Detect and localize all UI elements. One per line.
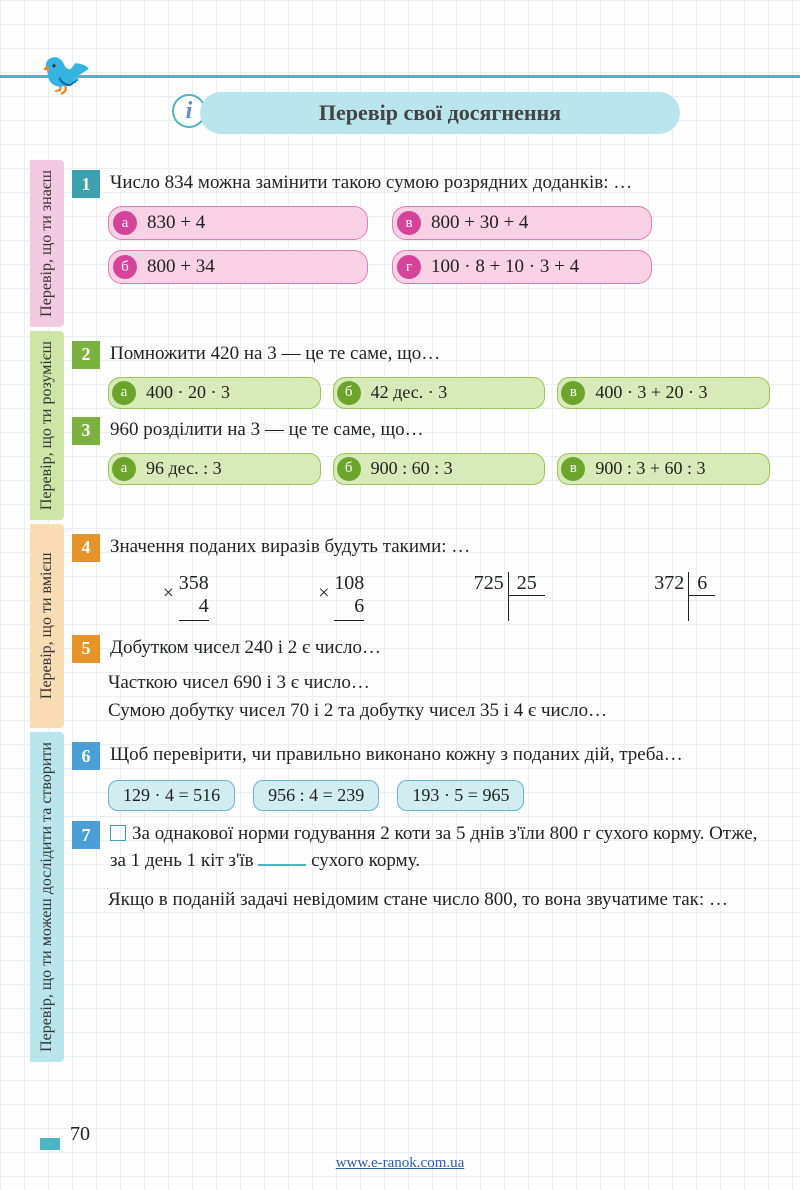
tab-understand: Перевір, що ти розумієш (30, 331, 64, 520)
div-2: 3726 (654, 572, 715, 621)
option-3a-value: 96 дес. : 3 (146, 458, 222, 479)
task-number-3: 3 (72, 417, 100, 445)
content: Перевір, що ти знаєш 1 Число 834 можна з… (30, 160, 770, 1062)
badge-3a: а (112, 457, 136, 481)
badge-v: в (397, 211, 421, 235)
equation-3: 193 · 5 = 965 (397, 780, 524, 811)
option-3b-value: 900 : 60 : 3 (371, 458, 453, 479)
tab-explore: Перевір, що ти можеш дослідити та створи… (30, 732, 64, 1062)
task-2-text: Помножити 420 на 3 — це те саме, що… (110, 341, 770, 368)
header-rule (0, 75, 800, 78)
math-expressions: ×3584 ×1086 72525 3726 (108, 572, 770, 621)
option-2b-value: 42 дес. · 3 (371, 382, 448, 403)
option-3c-value: 900 : 3 + 60 : 3 (595, 458, 705, 479)
task-number-5: 5 (72, 635, 100, 663)
badge-2b: б (337, 381, 361, 405)
task-7-p2: Якщо в поданій задачі невідомим стане чи… (108, 886, 770, 914)
option-2a[interactable]: а 400 · 20 · 3 (108, 377, 321, 409)
badge-3b: б (337, 457, 361, 481)
page-title: Перевір свої досягнення (200, 92, 680, 134)
option-3c[interactable]: в 900 : 3 + 60 : 3 (557, 453, 770, 485)
task-4-text: Значення поданих виразів будуть такими: … (110, 534, 770, 561)
mult-1: ×3584 (163, 572, 209, 621)
equation-2: 956 : 4 = 239 (253, 780, 379, 811)
option-1b-value: 800 + 34 (147, 256, 215, 278)
task-number-7: 7 (72, 821, 100, 849)
option-2c[interactable]: в 400 · 3 + 20 · 3 (557, 377, 770, 409)
equation-1: 129 · 4 = 516 (108, 780, 235, 811)
bird-illustration: 🐦 (40, 50, 92, 99)
footer-link[interactable]: www.e-ranok.com.ua (0, 1155, 800, 1172)
badge-a: а (113, 211, 137, 235)
div-1: 72525 (474, 572, 545, 621)
task-5-line1: Добутком чисел 240 і 2 є число… (110, 635, 770, 662)
option-3a[interactable]: а 96 дес. : 3 (108, 453, 321, 485)
option-1a-value: 830 + 4 (147, 212, 205, 234)
option-1c[interactable]: в 800 + 30 + 4 (392, 206, 652, 240)
option-3b[interactable]: б 900 : 60 : 3 (333, 453, 546, 485)
task-number-1: 1 (72, 170, 100, 198)
task-1-text: Число 834 можна замінити такою сумою роз… (110, 170, 770, 197)
task-5-line3: Сумою добутку чисел 70 і 2 та добутку чи… (108, 697, 770, 725)
badge-2c: в (561, 381, 585, 405)
blank-fill[interactable] (258, 864, 306, 866)
badge-2a: а (112, 381, 136, 405)
option-2a-value: 400 · 20 · 3 (146, 382, 230, 403)
option-2c-value: 400 · 3 + 20 · 3 (595, 382, 707, 403)
task-number-2: 2 (72, 341, 100, 369)
option-1d[interactable]: г 100 · 8 + 10 · 3 + 4 (392, 250, 652, 284)
option-2b[interactable]: б 42 дес. · 3 (333, 377, 546, 409)
corner-accent (40, 1138, 60, 1150)
badge-3c: в (561, 457, 585, 481)
tab-know: Перевір, що ти знаєш (30, 160, 64, 327)
option-1b[interactable]: б 800 + 34 (108, 250, 368, 284)
task-number-6: 6 (72, 742, 100, 770)
option-1c-value: 800 + 30 + 4 (431, 212, 528, 234)
badge-b: б (113, 255, 137, 279)
page-number: 70 (70, 1123, 90, 1146)
mult-2: ×1086 (318, 572, 364, 621)
option-1d-value: 100 · 8 + 10 · 3 + 4 (431, 256, 579, 278)
task-7-p1b: сухого корму. (306, 850, 420, 871)
option-1a[interactable]: а 830 + 4 (108, 206, 368, 240)
task-6-text: Щоб перевірити, чи правильно виконано ко… (110, 742, 770, 769)
task-7-problem: За однакової норми годування 2 коти за 5… (110, 821, 770, 874)
task-3-text: 960 розділити на 3 — це те саме, що… (110, 417, 770, 444)
task-number-4: 4 (72, 534, 100, 562)
task-5-line2: Часткою чисел 690 і 3 є число… (108, 669, 770, 697)
badge-g: г (397, 255, 421, 279)
notebook-icon (110, 825, 126, 841)
task-7-p1a: За однакової норми годування 2 коти за 5… (110, 823, 757, 871)
tab-cando: Перевір, що ти вмієш (30, 524, 64, 728)
